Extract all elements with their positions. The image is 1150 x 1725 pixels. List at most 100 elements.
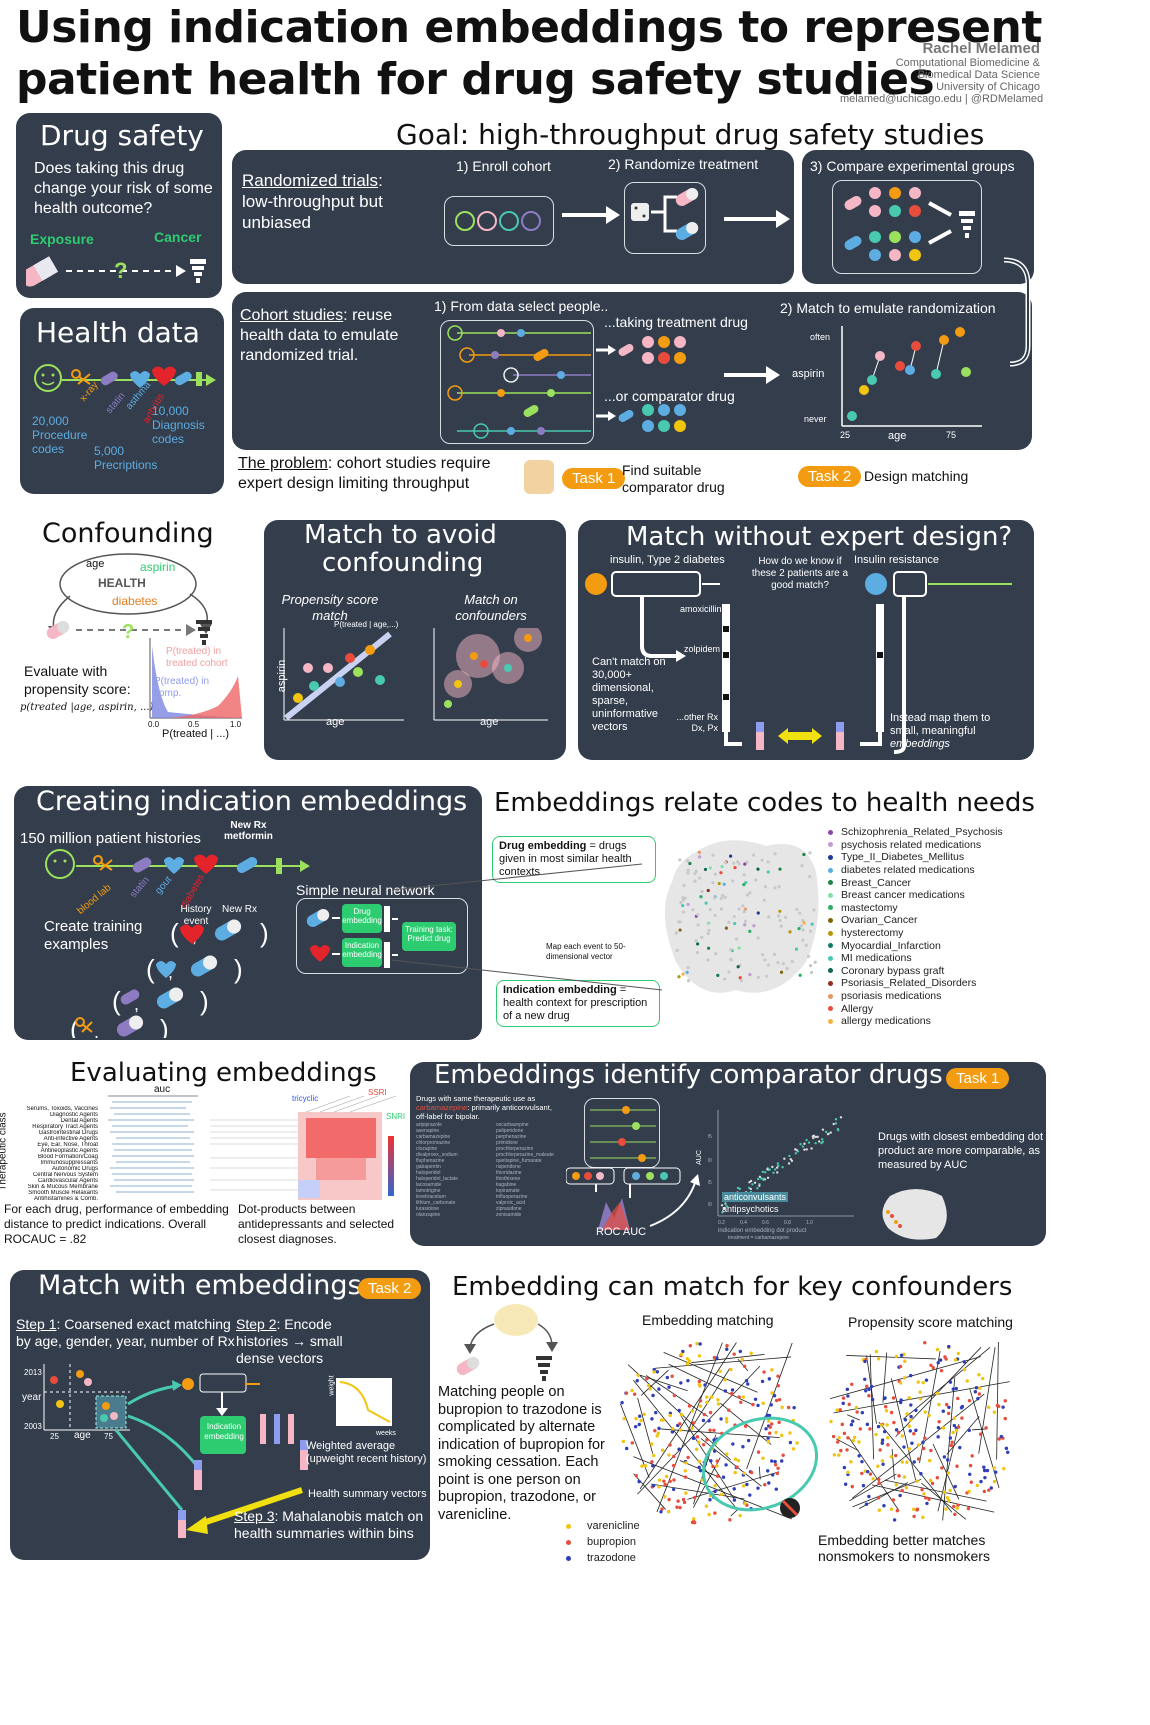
umap-point (766, 963, 771, 967)
umap-point (752, 924, 756, 928)
match-line (969, 1389, 1000, 1488)
auc-point (812, 1136, 815, 1140)
person-point (878, 1448, 882, 1452)
legend-item: psoriasis medications (828, 990, 1003, 1003)
prescription-codes: 5,000 Precriptions (94, 444, 158, 472)
person-point (707, 1419, 711, 1423)
person-point (922, 1446, 926, 1451)
match-line (633, 1473, 666, 1510)
therapeutic-class-label: Dental Agents (60, 1118, 98, 1124)
person-point (718, 1369, 722, 1374)
person-point (716, 1398, 720, 1402)
umap-point (802, 921, 806, 925)
person-point (842, 1431, 847, 1436)
umap-point (696, 923, 700, 927)
person-point (772, 1394, 777, 1398)
person-point (724, 1420, 729, 1424)
pill-icon (26, 256, 59, 287)
confounding-title: Confounding (42, 518, 214, 549)
person-point (724, 1463, 728, 1467)
person-point (732, 1352, 736, 1356)
avoid-aspirin: aspirin (276, 659, 289, 693)
comparator-drugs-header: Drugs with same therapeutic use as carba… (416, 1094, 552, 1121)
eval-auc-bars (108, 1095, 198, 1193)
person-point (720, 1492, 724, 1497)
person-point (679, 1413, 684, 1417)
person-point (655, 1434, 659, 1438)
person-point (983, 1475, 987, 1480)
umap-point (773, 852, 777, 856)
compare-box (832, 180, 982, 274)
person-point (678, 1428, 683, 1432)
person-point (672, 1478, 676, 1482)
umap-point (723, 861, 727, 865)
match-line (919, 1350, 941, 1464)
person-point (677, 1447, 681, 1451)
person-point (691, 1421, 696, 1425)
person-point (687, 1359, 692, 1363)
person-point (921, 1440, 925, 1444)
person-point (707, 1512, 711, 1517)
therapeutic-class-label: Antineoplastic Agents (40, 1148, 98, 1154)
match-line (978, 1347, 996, 1454)
legend-item: Schizophrenia_Related_Psychosis (828, 826, 1003, 839)
person-point (724, 1416, 729, 1421)
auc-point (826, 1132, 830, 1136)
person-point (668, 1479, 672, 1483)
person-point (944, 1402, 949, 1407)
person-point (731, 1442, 735, 1446)
person-point (877, 1481, 881, 1485)
person-point (756, 1486, 760, 1490)
person-point (684, 1491, 688, 1495)
person-point (978, 1432, 983, 1436)
legend-label: varenicline (587, 1520, 640, 1532)
person-point (694, 1447, 699, 1452)
person-point (634, 1416, 638, 1421)
person-point (946, 1411, 951, 1416)
legend-item: Breast_Cancer (828, 876, 1003, 889)
umap-point (742, 910, 746, 914)
person-point (930, 1481, 935, 1486)
person-point (709, 1395, 714, 1399)
person-point (935, 1391, 940, 1396)
person-point (894, 1428, 899, 1432)
person-point (660, 1507, 664, 1511)
svg-text:?: ? (122, 621, 134, 643)
person-point (928, 1478, 933, 1483)
legend-label: Allergy (841, 1002, 874, 1015)
person-point (715, 1464, 719, 1468)
person-point (837, 1436, 841, 1440)
confounding-diagram: ? (46, 553, 212, 645)
how-label: How do we know if these 2 patients are a… (751, 556, 849, 591)
person-point (874, 1349, 879, 1354)
match-emb-task-badge: Task 2 (358, 1278, 422, 1299)
person-point (945, 1458, 950, 1462)
person-point (960, 1416, 964, 1420)
umap-point (681, 896, 685, 900)
person-point (621, 1439, 626, 1444)
legend-label: allergy medications (841, 1015, 931, 1028)
umap-point (695, 950, 700, 955)
auc-point (764, 1171, 767, 1174)
person-point (716, 1402, 721, 1406)
person-point (996, 1404, 1001, 1409)
umap-point (724, 926, 728, 930)
person-point (773, 1463, 778, 1467)
goal-title: Goal: high-throughput drug safety studie… (396, 118, 985, 151)
person-point (697, 1440, 701, 1444)
relate-legend: Schizophrenia_Related_Psychosis psychosis… (828, 826, 1003, 1028)
auc-point (812, 1134, 816, 1138)
person-point (742, 1471, 747, 1476)
person-point (633, 1424, 638, 1429)
person-point (743, 1501, 747, 1506)
person-point (660, 1448, 665, 1452)
psm-label: Propensity score match (281, 592, 379, 623)
svg-text:fluphenazine: fluphenazine (416, 1158, 445, 1164)
match-line (891, 1448, 895, 1480)
amox-label: amoxicillin (680, 604, 722, 614)
match-line (890, 1378, 917, 1483)
conf-health: HEALTH (98, 576, 146, 590)
match-x25: 25 (840, 430, 851, 440)
health-summary-text: Health summary vectors (308, 1488, 427, 1500)
umap-point (681, 972, 685, 976)
